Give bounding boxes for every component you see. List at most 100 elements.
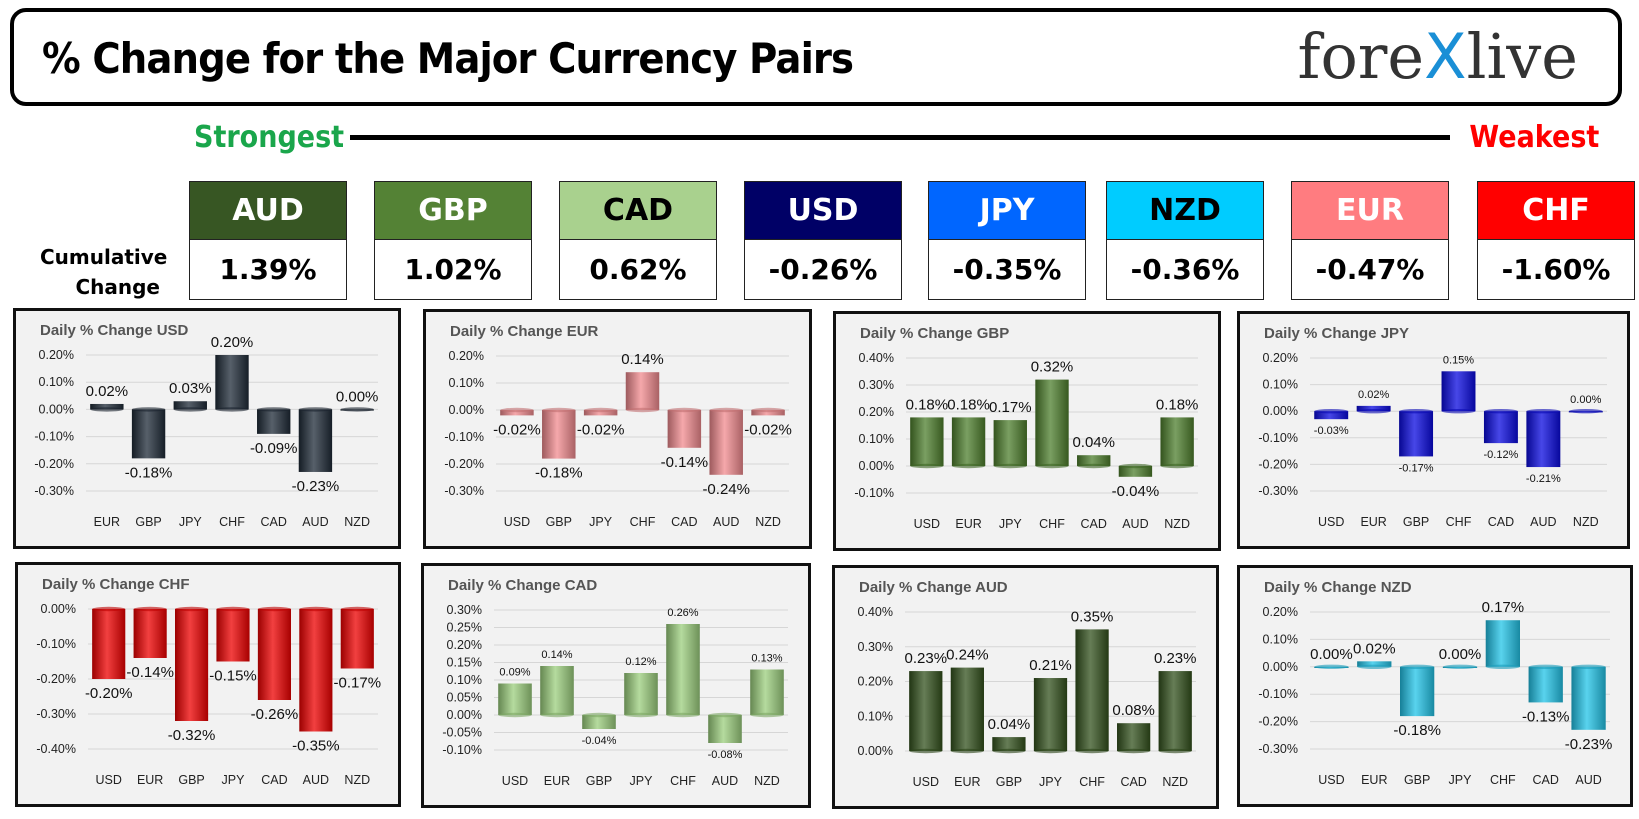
bar-cap — [133, 606, 167, 612]
y-tick-label: -0.40% — [36, 742, 76, 756]
logo-text-left: fore — [1297, 20, 1425, 93]
x-tick-label: EUR — [137, 773, 163, 787]
chart-panel-nzd: Daily % Change NZD 0.20% 0.10% 0.00% -0.10% -… — [1237, 565, 1633, 807]
cumulative-label-line1: Cumulative — [40, 245, 168, 269]
bar — [951, 417, 986, 466]
cumulative-change-value: -0.35% — [952, 253, 1062, 286]
chart-cad: Daily % Change CAD 0.30% 0.25% 0.20% 0.15% 0.… — [442, 577, 788, 788]
data-label: 0.17% — [989, 399, 1032, 416]
bar-cap — [910, 463, 944, 469]
y-tick-label: 0.20% — [858, 675, 893, 689]
page-title: % Change for the Major Currency Pairs — [42, 34, 854, 83]
bar — [1075, 629, 1109, 751]
x-tick-label: CHF — [630, 515, 656, 529]
bar-cap — [1158, 748, 1192, 754]
chart-title: Daily % Change CAD — [448, 577, 597, 594]
y-tick-label: 0.30% — [447, 603, 482, 617]
currency-cell: USD -0.26% — [744, 181, 902, 300]
bar-cap — [1356, 409, 1391, 414]
data-label: 0.23% — [1154, 650, 1197, 667]
bar — [540, 666, 574, 715]
x-tick-label: JPY — [1039, 775, 1063, 789]
cumulative-change-value: 1.02% — [404, 253, 502, 286]
bar-cap — [708, 712, 742, 718]
data-label: 0.00% — [336, 388, 379, 405]
currency-cell: CHF -1.60% — [1477, 181, 1635, 300]
y-tick-label: 0.00% — [859, 459, 894, 473]
data-label: 0.08% — [1112, 702, 1155, 719]
bar-cap — [175, 606, 209, 612]
x-tick-label: NZD — [1573, 515, 1599, 529]
data-label: -0.18% — [1393, 722, 1441, 739]
data-label: 0.26% — [667, 607, 698, 619]
x-tick-label: NZD — [344, 515, 370, 529]
x-tick-label: NZD — [344, 773, 370, 787]
currency-cell: JPY -0.35% — [928, 181, 1086, 300]
x-tick-label: EUR — [1361, 773, 1387, 787]
y-tick-label: -0.05% — [442, 726, 482, 740]
x-tick-label: GBP — [1403, 515, 1429, 529]
bar-cap — [750, 712, 784, 718]
x-tick-label: CAD — [671, 515, 697, 529]
bar-cap — [709, 407, 743, 413]
bar — [1356, 405, 1391, 412]
y-tick-label: 0.20% — [859, 405, 894, 419]
bar-cap — [667, 407, 702, 413]
chart-title: Daily % Change AUD — [859, 579, 1008, 596]
chart-usd: Daily % Change USD 0.20% 0.10% 0.00% -0.10% -… — [34, 322, 379, 529]
data-label: 0.24% — [946, 647, 989, 664]
x-tick-label: NZD — [754, 774, 780, 788]
data-label: -0.12% — [1483, 449, 1518, 461]
bar — [1035, 379, 1069, 466]
data-label: 0.00% — [1310, 646, 1353, 663]
x-tick-label: CAD — [261, 773, 287, 787]
data-label: 0.18% — [947, 396, 990, 413]
y-tick-label: -0.30% — [444, 484, 484, 498]
data-label: 0.02% — [1358, 389, 1389, 401]
bar — [90, 403, 124, 410]
x-tick-label: NZD — [1164, 517, 1190, 531]
y-tick-label: 0.00% — [1263, 660, 1298, 674]
bar — [173, 401, 207, 410]
currency-cell: AUD 1.39% — [189, 181, 347, 300]
bar — [667, 410, 702, 448]
bar-cap — [625, 407, 660, 413]
y-tick-label: 0.10% — [1263, 378, 1298, 392]
bar-cap — [1528, 664, 1563, 669]
bar — [1357, 661, 1392, 667]
x-tick-label: USD — [504, 515, 530, 529]
x-tick-label: CAD — [261, 515, 287, 529]
data-label: 0.23% — [905, 650, 948, 667]
x-tick-label: AUD — [1575, 773, 1601, 787]
x-tick-label: USD — [502, 774, 528, 788]
currency-cell: CAD 0.62% — [559, 181, 717, 300]
forexlive-logo: foreXlive — [1298, 20, 1578, 93]
y-tick-label: -0.30% — [36, 707, 76, 721]
bar — [993, 420, 1027, 466]
data-label: -0.14% — [126, 664, 174, 681]
bar — [215, 355, 249, 410]
bar — [216, 609, 250, 662]
bar-cap — [1075, 748, 1109, 754]
currency-cell: GBP 1.02% — [374, 181, 532, 300]
data-label: -0.18% — [125, 464, 173, 481]
bar — [910, 417, 944, 466]
x-tick-label: CAD — [1120, 775, 1146, 789]
chart-aud: Daily % Change AUD 0.40% 0.30% 0.20% 0.10% 0.… — [858, 579, 1197, 789]
chart-title: Daily % Change GBP — [860, 325, 1009, 342]
bar — [1526, 411, 1561, 468]
data-label: -0.09% — [250, 440, 298, 457]
bar-cap — [500, 407, 534, 413]
bar — [542, 410, 576, 459]
bar-cap — [992, 748, 1026, 754]
y-tick-label: -0.20% — [34, 457, 74, 471]
y-tick-label: 0.20% — [1263, 605, 1298, 619]
bar-cap — [950, 748, 984, 754]
y-tick-label: -0.10% — [442, 743, 482, 757]
cumulative-change-value: -0.47% — [1315, 253, 1425, 286]
data-label: -0.24% — [702, 481, 750, 498]
bar — [340, 609, 374, 669]
x-tick-label: GBP — [546, 515, 572, 529]
y-tick-label: 0.20% — [449, 349, 484, 363]
x-tick-label: CHF — [1446, 515, 1472, 529]
